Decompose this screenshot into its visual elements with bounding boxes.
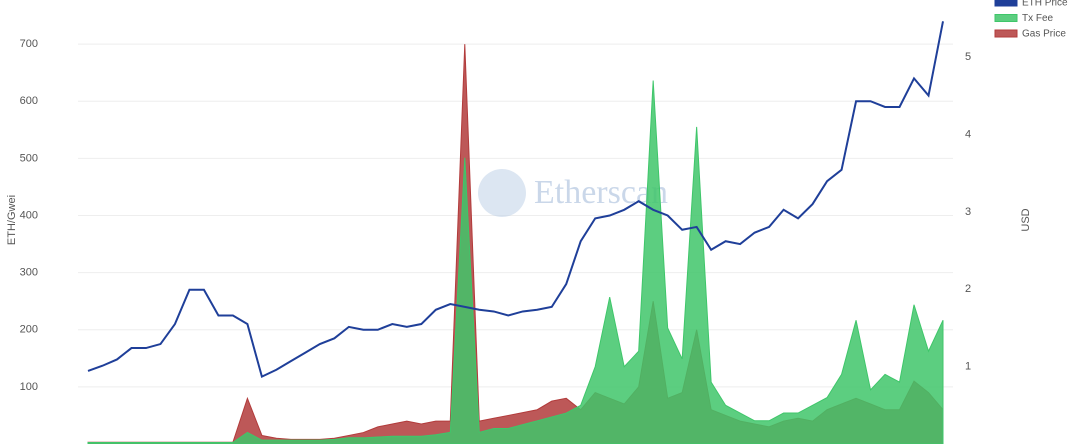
y2-tick-label: 4 (965, 129, 971, 141)
y2-tick-label: 5 (965, 51, 971, 63)
y2-tick-label: 3 (965, 206, 971, 218)
watermark-logo (478, 169, 526, 217)
y-tick-label: 700 (20, 38, 38, 50)
legend-label: Gas Price (1022, 29, 1066, 40)
legend-label: Tx Fee (1022, 13, 1054, 24)
y2-axis-label: USD (1020, 208, 1032, 231)
y2-tick-label: 2 (965, 283, 971, 295)
y-tick-label: 200 (20, 324, 38, 336)
y-tick-label: 400 (20, 209, 38, 221)
area (87, 44, 944, 444)
y2-tick-label: 1 (965, 361, 971, 373)
y-tick-label: 500 (20, 152, 38, 164)
line (87, 21, 944, 379)
legend-label: ETH Price (1022, 0, 1068, 9)
y-axis-label: ETH/Gwei (6, 195, 18, 245)
y-tick-label: 300 (20, 267, 38, 279)
y-tick-label: 100 (20, 381, 38, 393)
legend-swatch (994, 29, 1018, 38)
legend-swatch (994, 0, 1018, 7)
area (87, 80, 944, 444)
legend-swatch (994, 14, 1018, 22)
y-tick-label: 600 (20, 95, 38, 107)
